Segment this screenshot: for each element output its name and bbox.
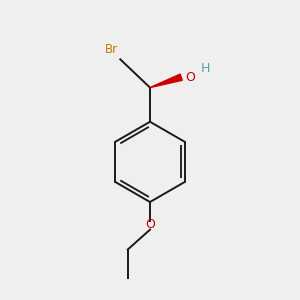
Text: Br: Br	[105, 43, 118, 56]
Text: H: H	[200, 62, 210, 75]
Polygon shape	[150, 74, 182, 88]
Text: O: O	[145, 218, 155, 231]
Text: O: O	[185, 71, 195, 84]
